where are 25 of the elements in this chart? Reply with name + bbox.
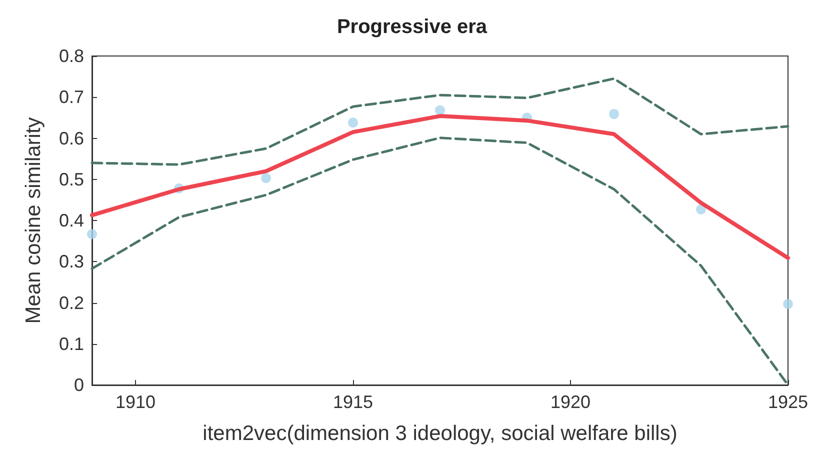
y-axis-title: Mean cosine similarity <box>22 116 45 324</box>
line-series <box>90 77 790 166</box>
point <box>783 298 793 309</box>
y-tick-label: 0.2 <box>58 292 84 313</box>
x-tick-label: 1920 <box>550 392 591 412</box>
x-tick-label: 1910 <box>115 392 156 412</box>
y-tick-label: 0.8 <box>58 46 84 66</box>
chart-title: Progressive era <box>336 16 488 38</box>
point <box>609 108 619 119</box>
x-axis-title: item2vec(dimension 3 ideology, social welfare bills) <box>202 422 678 445</box>
y-tick-label: 0.1 <box>58 334 84 354</box>
line-series <box>90 114 790 260</box>
x-tick-label: 1925 <box>768 392 808 412</box>
point <box>348 118 358 128</box>
point <box>87 229 97 240</box>
y-tick-label: 0.6 <box>58 128 84 148</box>
y-tick-label: 0.4 <box>58 210 84 230</box>
y-tick-label: 0.5 <box>58 169 84 190</box>
x-tick-label: 1915 <box>332 392 374 412</box>
point <box>261 173 271 184</box>
point <box>435 105 445 116</box>
y-tick-label: 0 <box>74 375 84 395</box>
point <box>696 204 706 214</box>
y-tick-label: 0.3 <box>58 252 84 272</box>
y-tick-label: 0.7 <box>58 87 84 108</box>
